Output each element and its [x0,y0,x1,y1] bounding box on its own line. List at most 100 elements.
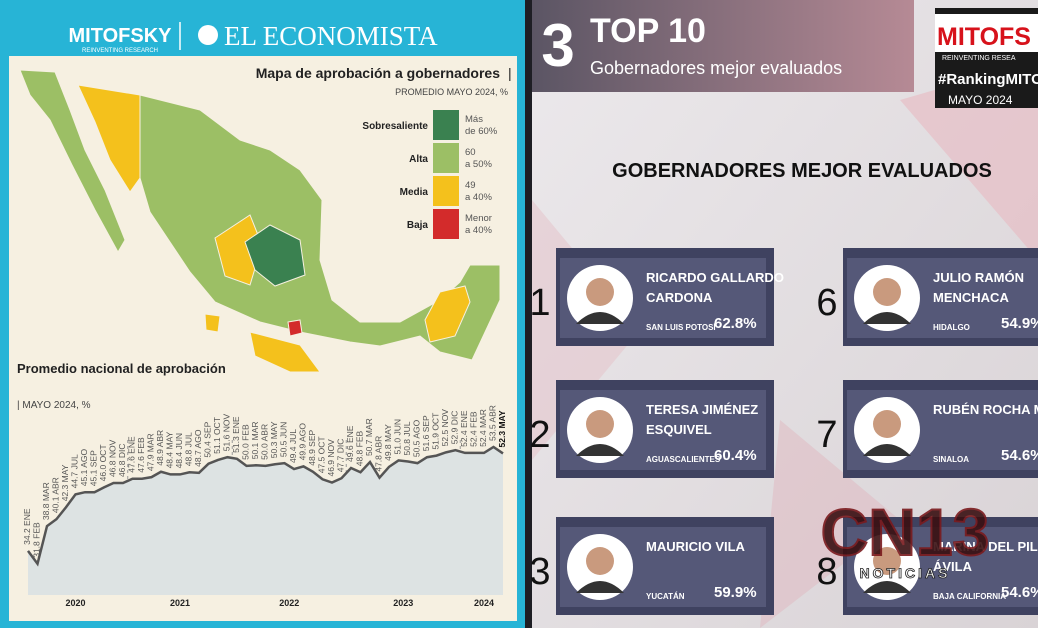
month: ABR [374,436,384,453]
photo-body [576,312,624,324]
score: 54.6% [1001,447,1038,464]
value-label: 49.8 MAY [383,424,393,461]
governor-name: RICARDO GALLARDO [646,270,784,285]
value-label: 49.6 ENE [345,425,355,462]
value: 50.5 [279,440,289,457]
heading: GOBERNADORES MEJOR EVALUADOS [612,160,992,182]
month: JUL [288,429,298,444]
map-region [249,331,321,373]
rank: 7 [816,414,837,456]
value-label: 52.3 MAY [497,410,507,447]
value-label: 31.8 FEB [32,522,42,558]
value: 51.1 [212,437,222,454]
photo-face [873,547,901,575]
month: OCT [317,436,327,454]
map-title-bar: | [508,65,512,81]
state: HIDALGO [933,323,970,332]
state: SAN LUIS POTOSÍ [646,323,716,332]
governor-name: MARINA DEL PILAR [933,539,1038,554]
value-label: 44.7 JUL [70,454,80,488]
value-label: 48.7 AGO [193,429,203,467]
legend-swatch [433,176,459,206]
value: 47.6 [127,456,137,473]
month: MAR [41,482,51,501]
month: AGO [79,448,89,467]
value: 48.8 [355,449,365,466]
month: SEP [421,415,431,432]
legend-swatch [433,209,459,239]
paper-icon [198,25,218,45]
photo-body [863,581,911,593]
month: MAR [146,433,156,452]
month: DIC [336,439,346,454]
value-label: 52.9 DIC [450,411,460,445]
value: 52.5 [440,430,450,447]
chart-subtitle: | MAYO 2024, % [17,400,91,411]
map-region [244,224,306,287]
value-label: 50.3 MAY [269,421,279,458]
x-tick-label: 2023 [393,598,413,608]
state: BAJA CALIFORNIA [933,592,1006,601]
rank: 2 [529,414,550,456]
month: JUN [174,433,184,450]
month: NOV [222,414,232,433]
value: 53.5 [488,424,498,441]
state: YUCATÁN [646,592,685,601]
legend-label: Alta [409,154,428,165]
value: 50.5 [412,440,422,457]
watermark: CN13 NOTICIAS [820,494,991,581]
value: 47.8 [374,455,384,472]
value: 51.9 [431,433,441,450]
photo-face [586,278,614,306]
value: 46.8 [108,460,118,477]
photo-face [586,547,614,575]
banner-number: 3 [541,12,574,79]
value-label: 52.4 ENE [459,410,469,447]
value: 49.8 [383,444,393,461]
rank: 6 [816,282,837,324]
month: NOV [108,439,118,458]
hashtag: #RankingMITOF [938,71,1038,88]
legend-range: a 50% [465,159,492,170]
value: 48.4 [174,452,184,469]
legend-range: 49 [465,180,476,191]
brand-sub: REINVENTING RESEA [942,55,1016,62]
value: 51.0 [393,438,403,455]
value-label: 48.4 JUN [174,433,184,468]
value: 50.0 [260,443,270,460]
value: 45.1 [79,469,89,486]
value: 49.4 [288,446,298,463]
month: FEB [32,522,42,539]
value: 49.9 [298,444,308,461]
state: AGUASCALIENTES [646,455,721,464]
value: 42.3 [60,484,70,501]
value-label: 48.8 JUL [184,432,194,466]
value-label: 49.9 AGO [298,423,308,461]
value: 51.3 [231,436,241,453]
x-tick-label: 2020 [65,598,85,608]
governor-name: CARDONA [646,290,713,305]
value-label: 38.8 MAR [41,482,51,520]
value-label: 48.4 MAY [165,431,175,468]
month: MAY [165,431,175,449]
rank: 3 [529,551,550,593]
governor-name: JULIO RAMÓN [933,270,1024,285]
month: JUN [279,422,289,439]
photo-body [863,444,911,456]
map-subtitle: PROMEDIO MAYO 2024, % [395,87,508,97]
month: ABR [155,430,165,447]
month: JUL [184,432,194,447]
value: 50.3 [269,441,279,458]
value: 52.4 [469,430,479,447]
governor-name: TERESA JIMÉNEZ [646,402,758,417]
value-label: 49.4 JUL [288,429,298,463]
value-label: 47.7 DIC [336,439,346,473]
value: 51.6 [222,434,232,451]
value: 48.8 [184,449,194,466]
month: JUN [393,419,403,436]
value: 48.4 [165,452,175,469]
value: 44.7 [70,472,80,489]
month: AGO [412,419,422,438]
value-label: 46.0 OCT [98,444,108,481]
month: MAY [383,424,393,442]
